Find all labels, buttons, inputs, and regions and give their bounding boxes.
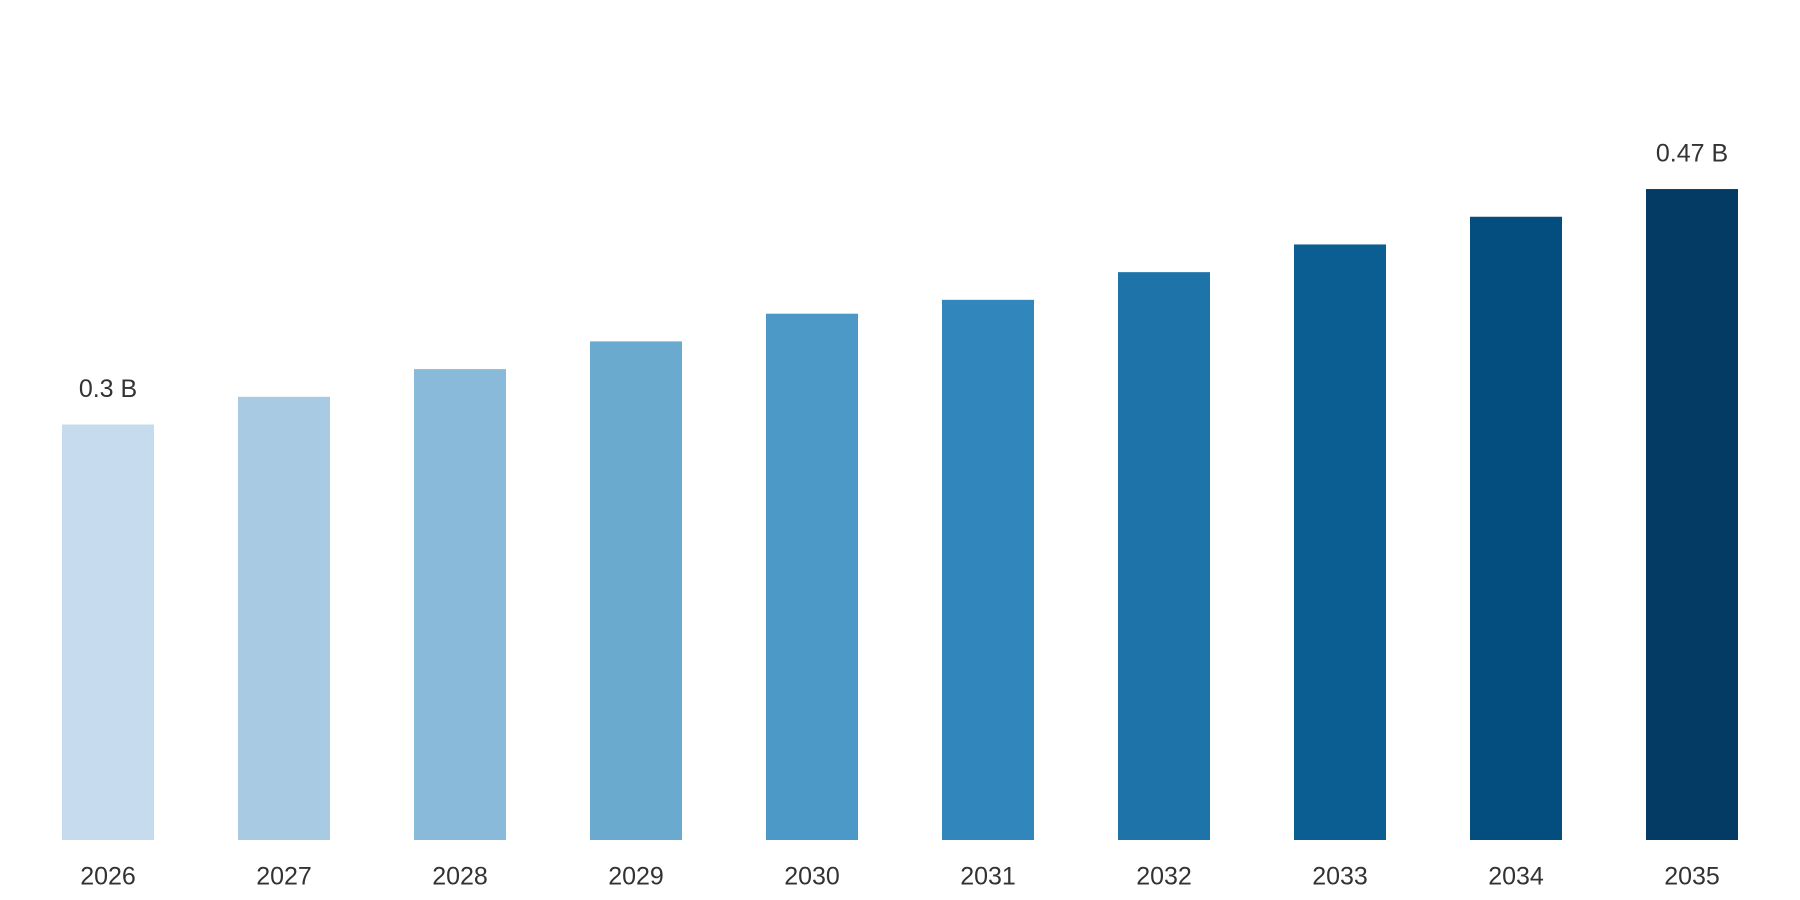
bar: [1470, 216, 1562, 840]
bar: [1646, 189, 1738, 841]
bar: [942, 299, 1034, 841]
x-tick-label: 2035: [1664, 863, 1720, 891]
bar: [238, 396, 330, 840]
x-tick-label: 2027: [256, 863, 312, 891]
x-tick-label: 2033: [1312, 863, 1368, 891]
bar: [590, 341, 682, 840]
bar: [1294, 244, 1386, 840]
x-tick-label: 2030: [784, 863, 840, 891]
x-tick-label: 2026: [80, 863, 136, 891]
x-tick-label: 2029: [608, 863, 664, 891]
value-label: 0.3 B: [79, 375, 137, 403]
value-label: 0.47 B: [1656, 140, 1728, 168]
x-tick-label: 2034: [1488, 863, 1544, 891]
bar: [766, 313, 858, 840]
bar: [414, 369, 506, 840]
x-tick-label: 2028: [432, 863, 488, 891]
x-tick-label: 2032: [1136, 863, 1192, 891]
bar: [1118, 272, 1210, 840]
bar: [62, 424, 154, 840]
x-tick-label: 2031: [960, 863, 1016, 891]
